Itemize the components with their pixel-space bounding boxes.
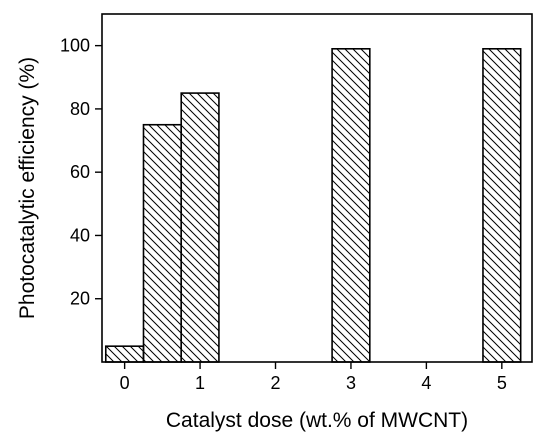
bar	[482, 47, 522, 363]
y-ticks-group: 20 40 60 80 100	[60, 36, 102, 309]
y-axis-title: Photocatalytic efficiency (%)	[16, 57, 39, 319]
bar	[331, 47, 371, 363]
y-tick-label: 80	[70, 99, 90, 119]
y-tick-label: 100	[60, 36, 90, 56]
bar	[180, 92, 220, 363]
x-tick-label: 5	[497, 373, 507, 393]
x-tick-label: 3	[346, 373, 356, 393]
x-tick-label: 0	[120, 373, 130, 393]
y-tick-label: 60	[70, 162, 90, 182]
x-ticks-group: 0 1 2 3 4 5	[120, 362, 507, 393]
plot-area	[101, 13, 533, 363]
y-tick-label: 40	[70, 225, 90, 245]
bars-group	[104, 47, 522, 363]
bar	[104, 345, 145, 363]
x-axis-title: Catalyst dose (wt.% of MWCNT)	[166, 409, 468, 432]
bar	[142, 123, 183, 363]
x-tick-label: 4	[421, 373, 431, 393]
x-tick-label: 2	[271, 373, 281, 393]
x-tick-label: 1	[195, 373, 205, 393]
y-tick-label: 20	[70, 289, 90, 309]
